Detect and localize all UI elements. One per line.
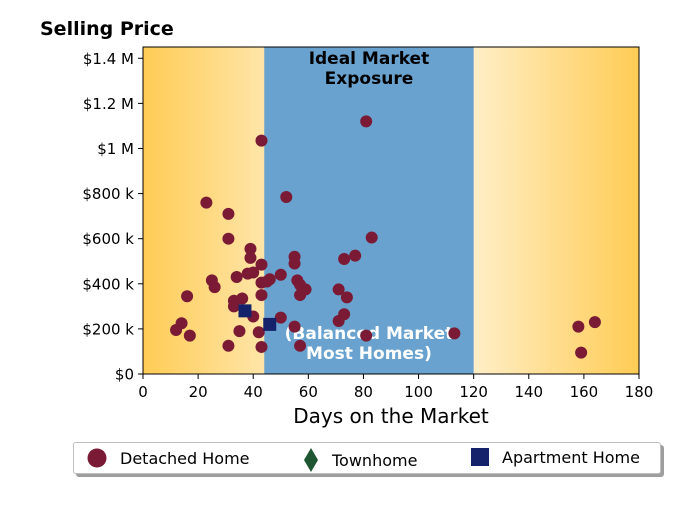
detached-home-point — [255, 258, 268, 271]
legend-label-townhome: Townhome — [332, 450, 418, 470]
detached-home-point — [340, 291, 353, 304]
detached-home-point — [288, 257, 301, 270]
detached-home-point — [338, 252, 351, 265]
detached-home-point — [360, 115, 373, 128]
y-tick-label: $0 — [115, 366, 134, 384]
detached-home-point — [252, 326, 265, 339]
detached-home-point — [365, 231, 378, 244]
market-band — [264, 47, 474, 374]
x-tick-label: 160 — [570, 383, 599, 401]
points-layer — [170, 115, 601, 359]
detached-home-point — [175, 317, 188, 330]
legend: Detached Home Townhome Apartment Home — [73, 442, 661, 474]
legend-label-apartment: Apartment Home — [502, 447, 640, 467]
y-tick-label: $400 k — [82, 275, 134, 293]
x-axis: 0 20 40 60 80 100 120 140 160 180 — [138, 374, 653, 401]
detached-home-point — [181, 290, 194, 303]
detached-home-point — [588, 316, 601, 329]
detached-home-point — [200, 196, 213, 209]
y-axis: $0 $200 k $400 k $600 k $800 k $1 M $1.2 M $1.4… — [82, 50, 143, 384]
y-tick-label: $1.2 M — [83, 95, 134, 113]
x-tick-label: 40 — [244, 383, 263, 401]
band-label-0-0: Ideal Market — [309, 49, 430, 69]
detached-home-point — [572, 320, 585, 333]
apartment-home-point — [263, 317, 277, 331]
x-tick-label: 0 — [138, 383, 148, 401]
x-axis-title: Days on the Market — [293, 404, 489, 428]
legend-item-townhome: Townhome — [302, 447, 417, 473]
y-tick-label: $800 k — [82, 185, 134, 203]
detached-home-point — [208, 281, 221, 294]
detached-home-point — [230, 271, 243, 284]
detached-home-point — [360, 329, 373, 342]
diamond-marker-icon — [304, 448, 318, 472]
detached-home-point — [244, 251, 257, 264]
chart-title: Selling Price — [40, 18, 174, 40]
detached-home-point — [294, 339, 307, 352]
detached-home-point — [274, 311, 287, 324]
detached-home-point — [236, 292, 249, 305]
legend-item-detached: Detached Home — [86, 447, 250, 469]
circle-marker-icon — [87, 448, 107, 468]
legend-label-detached: Detached Home — [120, 448, 250, 468]
x-tick-label: 60 — [299, 383, 318, 401]
detached-home-point — [255, 289, 268, 302]
detached-home-point — [448, 327, 461, 340]
detached-home-point — [575, 346, 588, 359]
detached-home-point — [349, 249, 362, 262]
detached-home-point — [255, 134, 268, 147]
detached-home-point — [299, 283, 312, 296]
detached-home-point — [288, 320, 301, 333]
detached-home-point — [222, 339, 235, 352]
apartment-home-point — [238, 304, 252, 318]
y-tick-label: $200 k — [82, 320, 134, 338]
detached-home-point — [255, 340, 268, 353]
detached-home-point — [244, 242, 257, 255]
plot-frame — [142, 46, 640, 375]
y-tick-label: $1 M — [97, 140, 134, 158]
detached-home-point — [280, 190, 293, 203]
x-tick-label: 180 — [625, 383, 654, 401]
detached-home-point — [247, 266, 260, 279]
detached-home-point — [338, 308, 351, 321]
detached-home-point — [222, 207, 235, 220]
y-tick-label: $600 k — [82, 230, 134, 248]
x-tick-label: 120 — [459, 383, 488, 401]
x-tick-label: 20 — [189, 383, 208, 401]
x-tick-label: 100 — [404, 383, 433, 401]
detached-home-point — [183, 329, 196, 342]
y-tick-label: $1.4 M — [83, 50, 134, 68]
band-label-0-1: Exposure — [325, 69, 414, 89]
detached-home-point — [274, 268, 287, 281]
band-label-1-1: Most Homes) — [306, 344, 432, 364]
square-marker-icon — [471, 448, 489, 466]
x-tick-label: 80 — [354, 383, 373, 401]
detached-home-point — [222, 232, 235, 245]
band-layer — [264, 47, 474, 374]
detached-home-point — [332, 283, 345, 296]
x-tick-label: 140 — [514, 383, 543, 401]
detached-home-point — [233, 325, 246, 338]
legend-item-apartment: Apartment Home — [470, 447, 640, 467]
detached-home-point — [263, 273, 276, 286]
